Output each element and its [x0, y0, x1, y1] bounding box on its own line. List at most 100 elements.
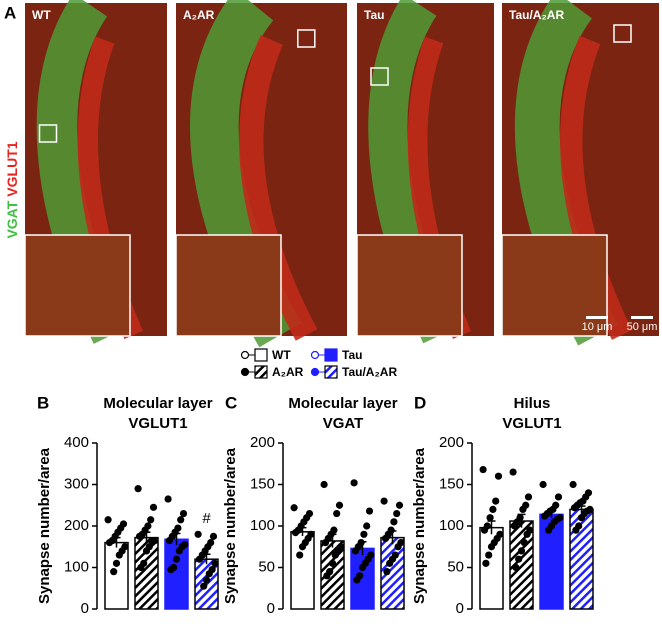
- data-point: [365, 507, 374, 515]
- data-point: [386, 559, 394, 567]
- data-point: [390, 518, 398, 526]
- data-point: [395, 501, 404, 509]
- inset: [24, 234, 131, 337]
- chart-subtitle: VGAT: [323, 415, 364, 432]
- data-point: [320, 480, 328, 489]
- y-tick-label: 100: [64, 558, 89, 575]
- panel-label: B: [37, 393, 49, 412]
- data-point: [353, 576, 361, 584]
- channel: VGLUT1: [4, 141, 20, 196]
- data-point: [577, 514, 586, 522]
- data-point: [393, 509, 401, 518]
- data-point: [195, 555, 204, 563]
- data-point: [200, 582, 208, 590]
- y-axis-title: Synapse number/area: [36, 447, 53, 604]
- y-axis-title: Synapse number/area: [411, 447, 428, 604]
- data-point: [167, 565, 175, 574]
- legend-marker: [310, 350, 320, 360]
- legend-label: Tau/A₂AR: [342, 365, 397, 379]
- data-point: [209, 532, 218, 540]
- data-point: [539, 480, 547, 489]
- micrograph: [24, 0, 167, 344]
- data-point: [554, 493, 563, 501]
- data-point: [492, 497, 500, 505]
- data-point: [172, 555, 181, 563]
- scale-label: 10 μm: [582, 321, 613, 333]
- y-tick-label: 0: [81, 600, 89, 617]
- data-point: [572, 526, 580, 534]
- data-point: [394, 543, 402, 551]
- data-point: [194, 530, 202, 538]
- data-point: [147, 516, 155, 524]
- legend-label: WT: [272, 348, 291, 362]
- data-point: [321, 539, 330, 547]
- data-point: [350, 479, 358, 487]
- inset-marker: [38, 124, 58, 143]
- data-point: [211, 559, 219, 567]
- y-tick-label: 200: [64, 517, 89, 534]
- legend-swatch: [324, 365, 338, 379]
- y-tick-label: 150: [439, 475, 464, 492]
- data-point: [519, 505, 527, 513]
- data-point: [333, 509, 341, 518]
- data-point: [524, 493, 533, 501]
- data-point: [383, 568, 391, 576]
- data-point: [523, 530, 531, 538]
- y-tick-label: 150: [250, 475, 275, 492]
- legend-swatch: [254, 348, 268, 362]
- y-tick-label: 50: [258, 558, 275, 575]
- data-point: [494, 472, 503, 480]
- data-point: [179, 509, 188, 518]
- data-point: [489, 505, 497, 513]
- data-point: [112, 559, 121, 567]
- chart-subtitle: VGLUT1: [502, 415, 561, 432]
- y-tick-label: 400: [64, 434, 89, 451]
- data-point: [335, 501, 344, 509]
- data-point: [298, 543, 307, 551]
- legend-swatch: [254, 365, 268, 379]
- scale-bar: [586, 316, 608, 319]
- scale-bar: [631, 316, 653, 319]
- legend-marker: [240, 350, 250, 360]
- data-point: [291, 529, 300, 537]
- inset-marker: [613, 24, 632, 43]
- image-label: Tau/A₂AR: [509, 8, 564, 22]
- legend-label: Tau: [342, 348, 362, 362]
- chart-title: Molecular layer: [288, 395, 397, 412]
- data-point: [512, 563, 520, 572]
- micrograph: [501, 0, 659, 346]
- data-point: [381, 534, 390, 543]
- data-point: [509, 468, 517, 476]
- data-point: [570, 504, 579, 512]
- micrograph: [356, 0, 494, 344]
- data-point: [545, 526, 553, 534]
- data-point: [380, 497, 388, 505]
- legend-marker: [310, 367, 320, 377]
- channel: VGAT: [4, 200, 20, 238]
- data-point: [296, 551, 304, 559]
- data-point: [363, 522, 371, 530]
- panel-label: C: [225, 393, 237, 412]
- y-tick-label: 0: [267, 600, 275, 617]
- image-label: Tau: [364, 8, 384, 22]
- data-point: [105, 539, 114, 547]
- data-point: [517, 547, 526, 555]
- data-point: [569, 480, 577, 489]
- data-point: [540, 512, 549, 520]
- chart-title: Molecular layer: [103, 395, 212, 412]
- y-tick-label: 200: [250, 434, 275, 451]
- data-point: [351, 547, 360, 555]
- data-point: [485, 551, 493, 559]
- y-tick-label: 0: [456, 600, 464, 617]
- scale-label: 50 μm: [627, 321, 658, 333]
- data-point: [149, 503, 158, 511]
- data-point: [486, 514, 494, 522]
- data-point: [177, 516, 185, 524]
- channel-label: VGAT VGLUT1: [4, 141, 20, 238]
- data-point: [328, 559, 337, 567]
- y-tick-label: 50: [447, 558, 464, 575]
- inset: [175, 234, 282, 337]
- y-tick-label: 300: [64, 475, 89, 492]
- data-point: [510, 522, 519, 530]
